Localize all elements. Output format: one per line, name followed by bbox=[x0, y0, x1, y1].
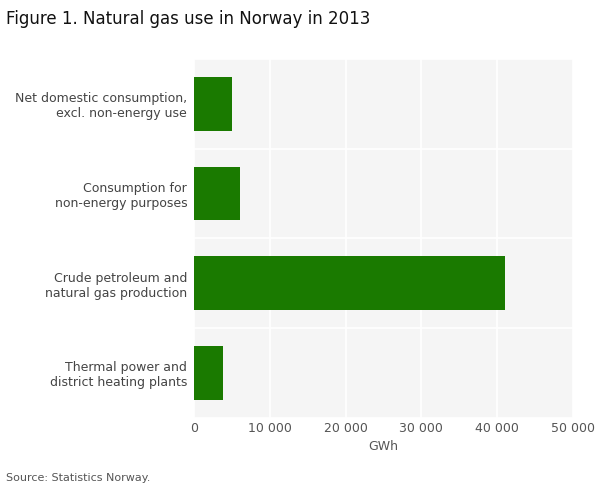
Bar bbox=[194, 256, 505, 310]
Bar bbox=[194, 166, 240, 221]
Bar bbox=[194, 77, 232, 131]
X-axis label: GWh: GWh bbox=[368, 441, 398, 453]
Text: Source: Statistics Norway.: Source: Statistics Norway. bbox=[6, 473, 151, 483]
Bar bbox=[194, 346, 223, 400]
Text: Figure 1. Natural gas use in Norway in 2013: Figure 1. Natural gas use in Norway in 2… bbox=[6, 10, 370, 28]
